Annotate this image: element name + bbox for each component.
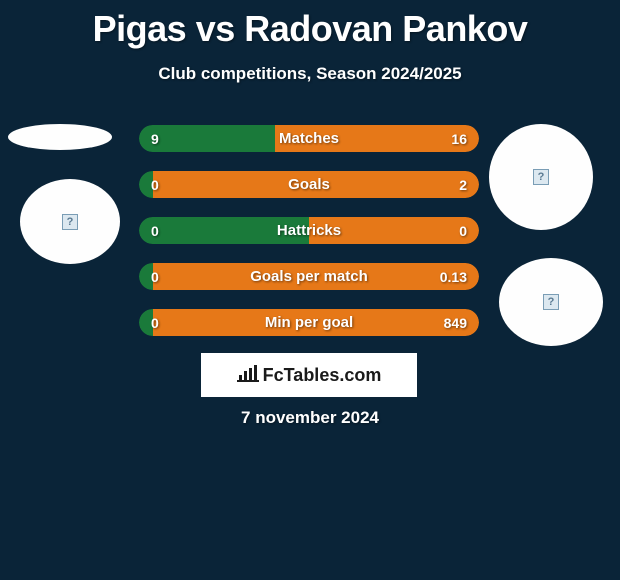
stat-value-right: 0 [459, 223, 467, 239]
stat-value-right: 2 [459, 177, 467, 193]
stat-row: Min per goal 0 849 [139, 309, 479, 336]
stat-label: Matches [279, 130, 339, 147]
stat-bar-left [139, 125, 275, 152]
image-placeholder-icon: ? [543, 294, 559, 310]
stat-row: Matches 9 16 [139, 125, 479, 152]
stat-row: Hattricks 0 0 [139, 217, 479, 244]
club-right-badge: ? [499, 258, 603, 346]
stat-value-left: 9 [151, 131, 159, 147]
player-left-avatar: ? [20, 179, 120, 264]
image-placeholder-icon: ? [62, 214, 78, 230]
stat-row: Goals 0 2 [139, 171, 479, 198]
stat-value-left: 0 [151, 269, 159, 285]
stat-value-right: 0.13 [440, 269, 467, 285]
stat-label: Hattricks [277, 222, 341, 239]
image-placeholder-icon: ? [533, 169, 549, 185]
stat-label: Goals [288, 176, 330, 193]
stat-value-left: 0 [151, 315, 159, 331]
stat-value-left: 0 [151, 177, 159, 193]
stat-value-left: 0 [151, 223, 159, 239]
chart-icon [237, 364, 259, 387]
page-title: Pigas vs Radovan Pankov [0, 0, 620, 50]
stat-value-right: 16 [451, 131, 467, 147]
date-label: 7 november 2024 [0, 408, 620, 428]
stat-value-right: 849 [444, 315, 467, 331]
player-shadow-ellipse [8, 124, 112, 150]
logo-text: FcTables.com [237, 364, 382, 387]
page-subtitle: Club competitions, Season 2024/2025 [0, 64, 620, 84]
logo-label: FcTables.com [263, 365, 382, 386]
player-right-avatar: ? [489, 124, 593, 230]
stats-container: Matches916Goals02Hattricks00Goals per ma… [139, 125, 479, 355]
stat-label: Goals per match [250, 268, 368, 285]
fctables-logo: FcTables.com [201, 353, 417, 397]
stat-row: Goals per match 0 0.13 [139, 263, 479, 290]
stat-label: Min per goal [265, 314, 353, 331]
